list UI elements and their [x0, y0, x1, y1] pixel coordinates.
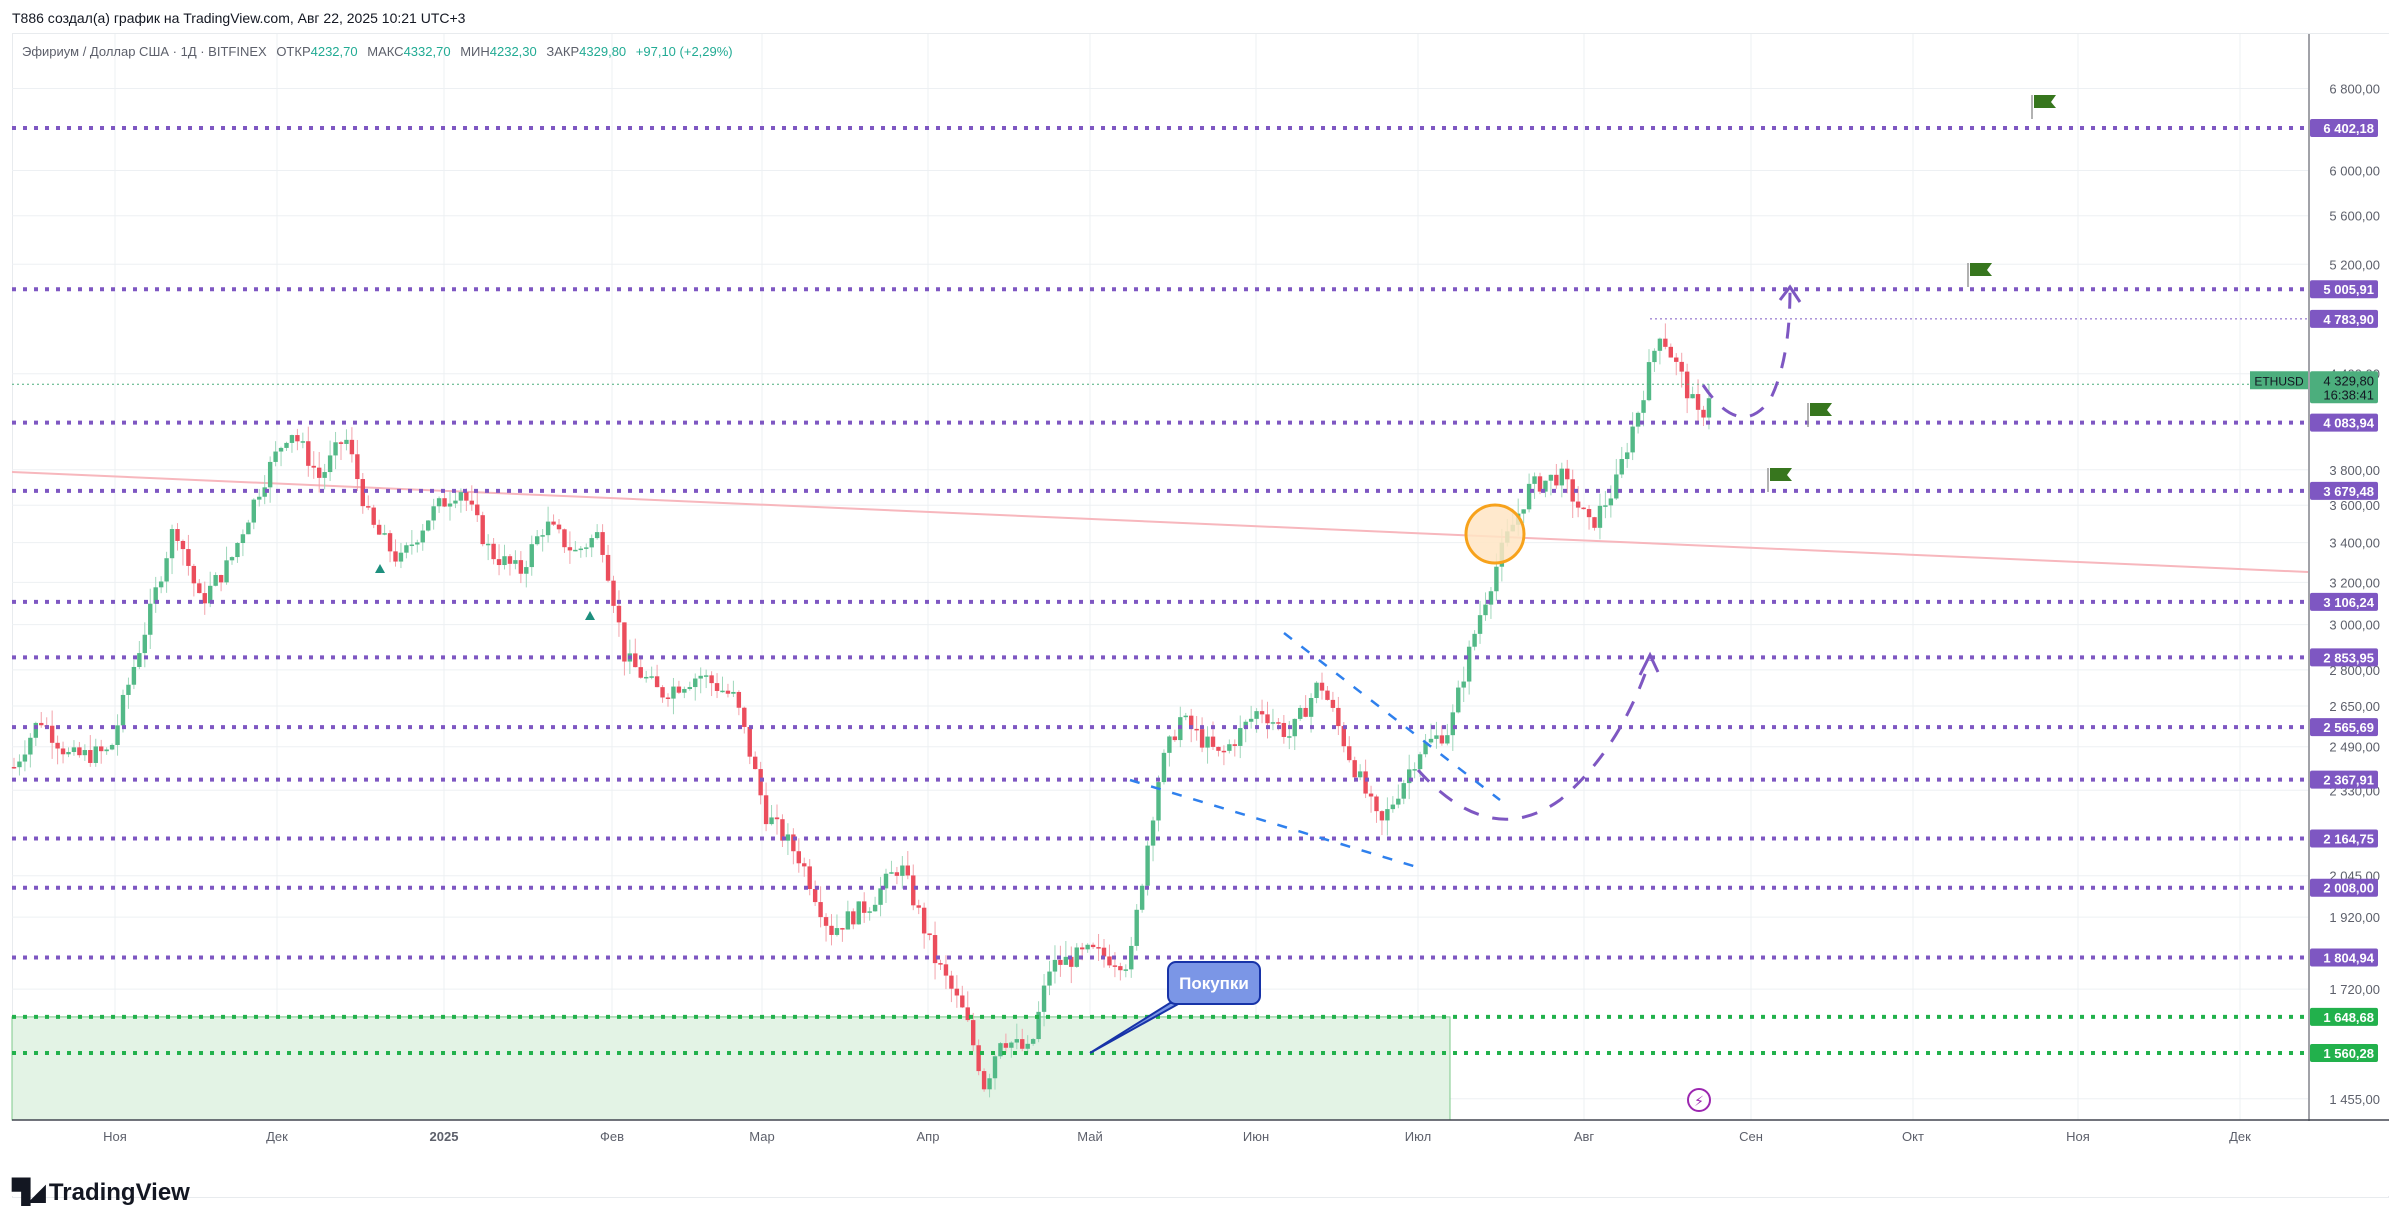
price-tick: 1 455,00: [2329, 1092, 2380, 1107]
logo-text: TradingView: [48, 1178, 190, 1206]
svg-text:2 565,69: 2 565,69: [2323, 720, 2374, 735]
change-value: +97,10 (+2,29%): [635, 44, 733, 59]
price-tick: 6 000,00: [2329, 164, 2380, 179]
svg-text:6 402,18: 6 402,18: [2323, 121, 2374, 136]
signal-triangle-icon: [375, 564, 385, 573]
level-price-label: [2310, 280, 2378, 299]
time-tick: Май: [1077, 1129, 1102, 1144]
high-value: 4332,70: [403, 44, 451, 59]
time-tick: Апр: [917, 1129, 940, 1144]
level-price-label: [2310, 413, 2378, 432]
price-tick: 3 800,00: [2329, 463, 2380, 478]
close-value: 4329,80: [579, 44, 627, 59]
price-tick: 3 400,00: [2329, 536, 2380, 551]
buy-zone-rect: [11, 1016, 1451, 1121]
level-price-label: [2310, 770, 2378, 789]
time-tick: Сен: [1739, 1129, 1763, 1144]
svg-text:2 367,91: 2 367,91: [2323, 773, 2374, 788]
svg-text:⚡: ⚡: [1694, 1093, 1704, 1109]
bar-countdown: 16:38:41: [2323, 387, 2374, 402]
tradingview-logo-icon: ▜◢: [12, 1179, 46, 1206]
level-price-label: [2310, 309, 2378, 328]
tradingview-logo[interactable]: ▜◢ TradingView: [12, 1178, 190, 1207]
time-axis[interactable]: Ноя Дек 2025 Фев Мар Апр Май Июн Июл Авг Сен Окт Ноя…: [12, 1119, 2389, 1196]
time-tick: Фев: [600, 1129, 624, 1144]
price-tick: 1 920,00: [2329, 910, 2380, 925]
price-tick: 5 600,00: [2329, 209, 2380, 224]
level-price-label: [2310, 718, 2378, 737]
svg-text:1 804,94: 1 804,94: [2323, 951, 2374, 966]
time-tick: Июн: [1243, 1129, 1269, 1144]
svg-text:3 679,48: 3 679,48: [2323, 484, 2374, 499]
flag-icon: [1810, 403, 1832, 416]
price-tick: 2 490,00: [2329, 740, 2380, 755]
symbol-tag: ETHUSD: [2254, 374, 2304, 388]
price-tick: 3 200,00: [2329, 575, 2380, 590]
grid-lines: [12, 34, 2308, 1120]
callout-text: Покупки: [1179, 974, 1249, 993]
open-value: 4232,70: [310, 44, 358, 59]
time-tick: Окт: [1902, 1129, 1924, 1144]
candles: [11, 323, 1712, 1098]
drawings: Покупки ⚡: [375, 95, 2056, 1112]
price-tick: 5 200,00: [2329, 257, 2380, 272]
time-tick: Ноя: [2066, 1129, 2090, 1144]
time-tick: Мар: [749, 1129, 774, 1144]
svg-text:2 853,95: 2 853,95: [2323, 650, 2374, 665]
price-tick: 6 800,00: [2329, 82, 2380, 97]
close-label: ЗАКР: [546, 44, 580, 59]
current-price-label: [2310, 371, 2378, 404]
low-value: 4232,30: [489, 44, 537, 59]
time-tick: Июл: [1405, 1129, 1431, 1144]
svg-text:5 005,91: 5 005,91: [2323, 282, 2374, 297]
price-tick: 3 000,00: [2329, 618, 2380, 633]
svg-text:1 648,68: 1 648,68: [2323, 1010, 2374, 1025]
flag-icon: [1770, 468, 1792, 481]
level-price-label: [2310, 1044, 2378, 1062]
svg-text:4 783,90: 4 783,90: [2323, 312, 2374, 327]
svg-text:1 560,28: 1 560,28: [2323, 1046, 2374, 1061]
level-price-label: [2310, 948, 2378, 967]
level-price-label: [2310, 592, 2378, 611]
price-tick: 1 720,00: [2329, 982, 2380, 997]
time-tick: 2025: [430, 1129, 459, 1144]
time-tick: Дек: [2229, 1129, 2251, 1144]
open-label: ОТКР: [276, 44, 311, 59]
svg-text:3 106,24: 3 106,24: [2323, 595, 2374, 610]
time-tick: Ноя: [103, 1129, 127, 1144]
price-tick: 2 650,00: [2329, 699, 2380, 714]
level-price-label: [2310, 829, 2378, 848]
level-price-label: [2310, 1007, 2378, 1026]
svg-text:2 008,00: 2 008,00: [2323, 881, 2374, 896]
flag-icon: [1970, 263, 1992, 276]
callout-box: [1167, 961, 1261, 1005]
svg-text:4 329,80: 4 329,80: [2323, 373, 2374, 388]
flag-icon: [2034, 95, 2056, 108]
symbol-legend: Эфириум / Доллар США · 1Д · BITFINEX ОТК…: [22, 44, 733, 59]
trendline: [11, 471, 2309, 573]
price-tick: 3 600,00: [2329, 498, 2380, 513]
signal-triangle-icon: [585, 611, 595, 620]
chart-caption: T886 создал(а) график на TradingView.com…: [12, 10, 466, 26]
highlight-circle: [1464, 503, 1526, 565]
low-label: МИН: [460, 44, 490, 59]
symbol-name[interactable]: Эфириум / Доллар США · 1Д · BITFINEX: [22, 44, 267, 59]
time-tick: Дек: [266, 1129, 288, 1144]
high-label: МАКС: [367, 44, 404, 59]
horizontal-levels: [12, 126, 2308, 1055]
price-axis[interactable]: 6 800,006 000,005 600,005 200,004 400,00…: [2250, 34, 2389, 1196]
level-price-label: [2310, 648, 2378, 667]
level-price-label: [2310, 481, 2378, 500]
svg-text:2 164,75: 2 164,75: [2323, 831, 2374, 846]
event-lightning-icon: [1687, 1088, 1711, 1112]
price-tick: 2 800,00: [2329, 663, 2380, 678]
time-tick: Авг: [1574, 1129, 1595, 1144]
level-price-label: [2310, 878, 2378, 897]
svg-text:4 083,94: 4 083,94: [2323, 416, 2374, 431]
level-price-label: [2310, 119, 2378, 137]
